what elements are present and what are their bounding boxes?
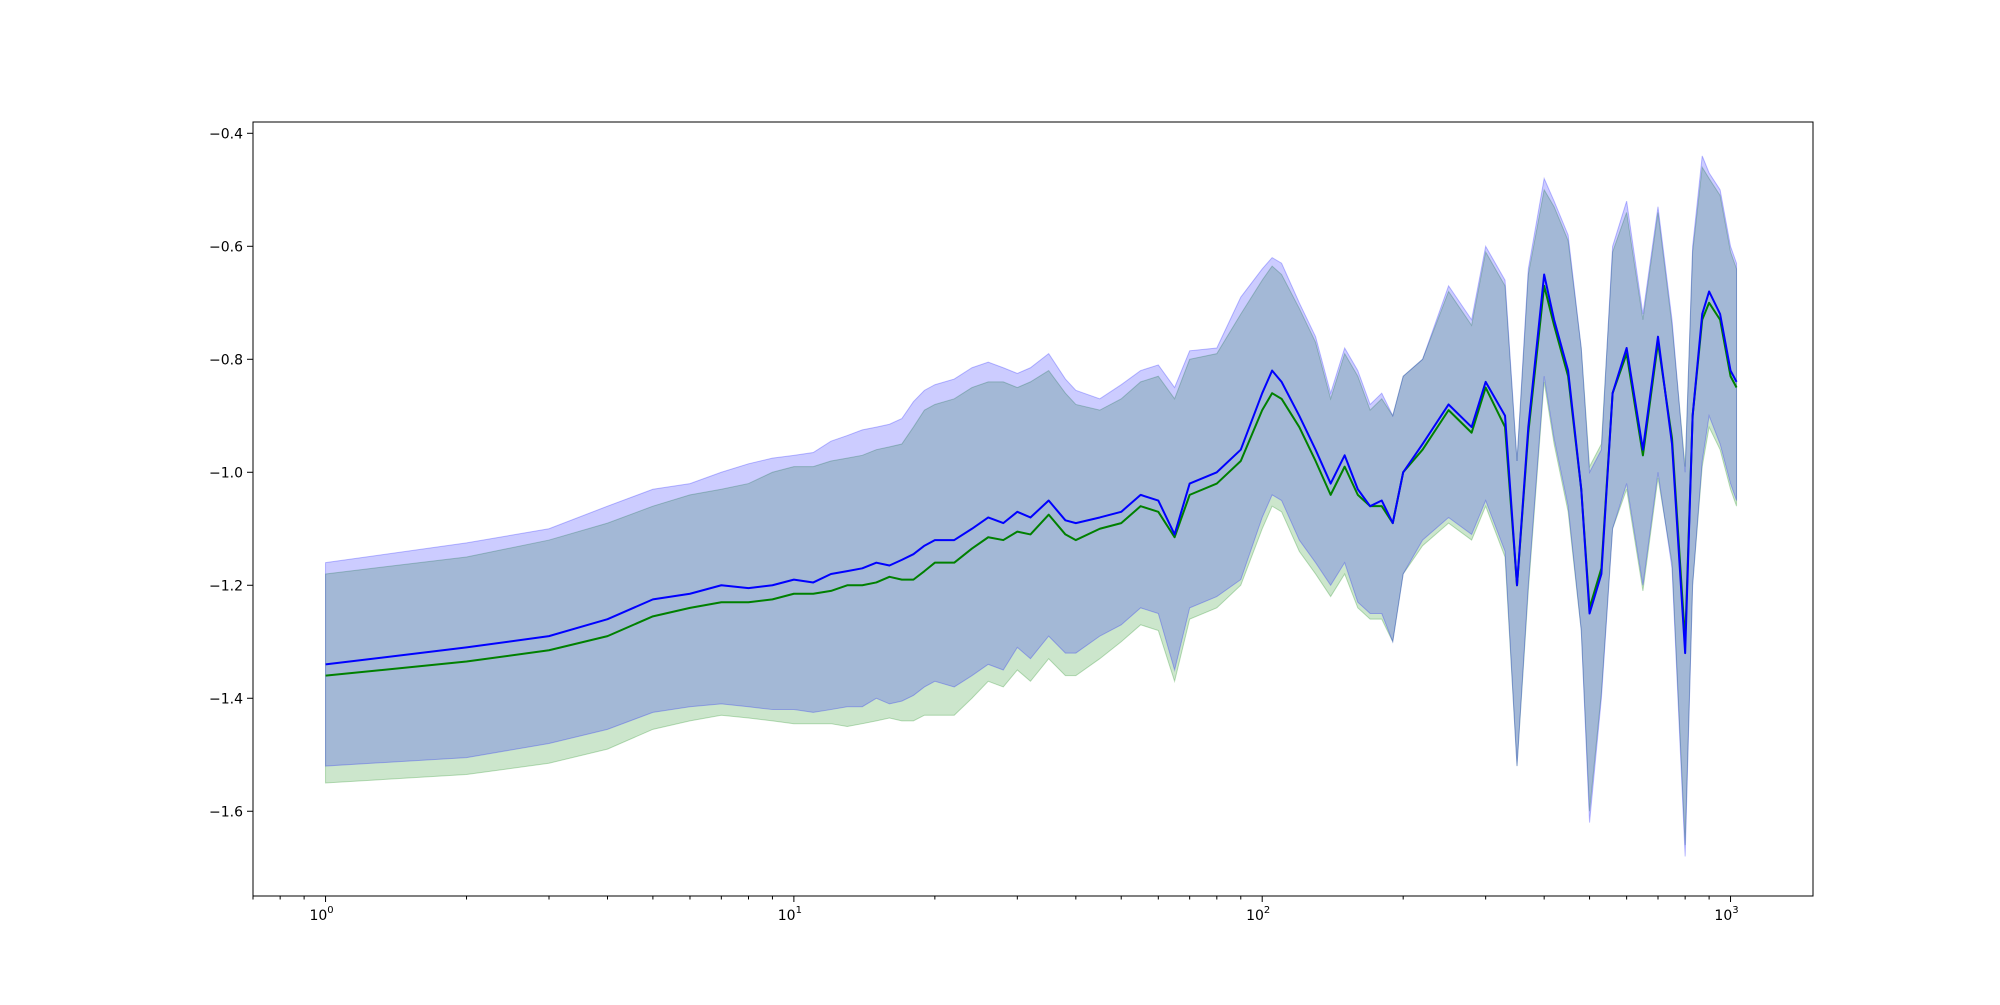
x-tick-label-base: 10: [309, 908, 327, 924]
y-tick-label: −1.4: [209, 691, 243, 707]
series-1-line: [325, 284, 1738, 677]
lines-layer: [325, 273, 1738, 677]
x-tick-label-exponent: 3: [1732, 905, 1738, 916]
series-1-confidence-band: [325, 165, 1738, 846]
plot-frame: [252, 121, 1814, 897]
x-tick-label-base: 10: [1714, 908, 1732, 924]
x-tick-label-exponent: 0: [327, 905, 333, 916]
y-tick-label: −0.6: [209, 239, 243, 255]
y-axis: −0.4 −0.6 −0.8 −1.0 −1.2 −1.4 −1.6: [209, 126, 253, 820]
x-tick-label: 100: [309, 905, 333, 924]
y-tick-label: −0.4: [209, 126, 243, 142]
series-0-line: [325, 273, 1738, 666]
x-tick-label-exponent: 1: [796, 905, 802, 916]
x-axis: 100 101 102 103: [252, 896, 1739, 924]
y-tick-label: −1.0: [209, 465, 243, 481]
x-tick-label: 101: [778, 905, 802, 924]
y-tick-label: −1.6: [209, 804, 243, 820]
x-tick-label: 103: [1714, 905, 1738, 924]
y-tick-label: −0.8: [209, 352, 243, 368]
series-0-confidence-band: [325, 155, 1738, 857]
x-tick-label-base: 10: [778, 908, 796, 924]
y-tick-label: −1.2: [209, 578, 243, 594]
x-tick-label-base: 10: [1246, 908, 1264, 924]
bands-layer: [325, 155, 1738, 857]
x-tick-label: 102: [1246, 905, 1270, 924]
x-tick-label-exponent: 2: [1264, 905, 1270, 916]
